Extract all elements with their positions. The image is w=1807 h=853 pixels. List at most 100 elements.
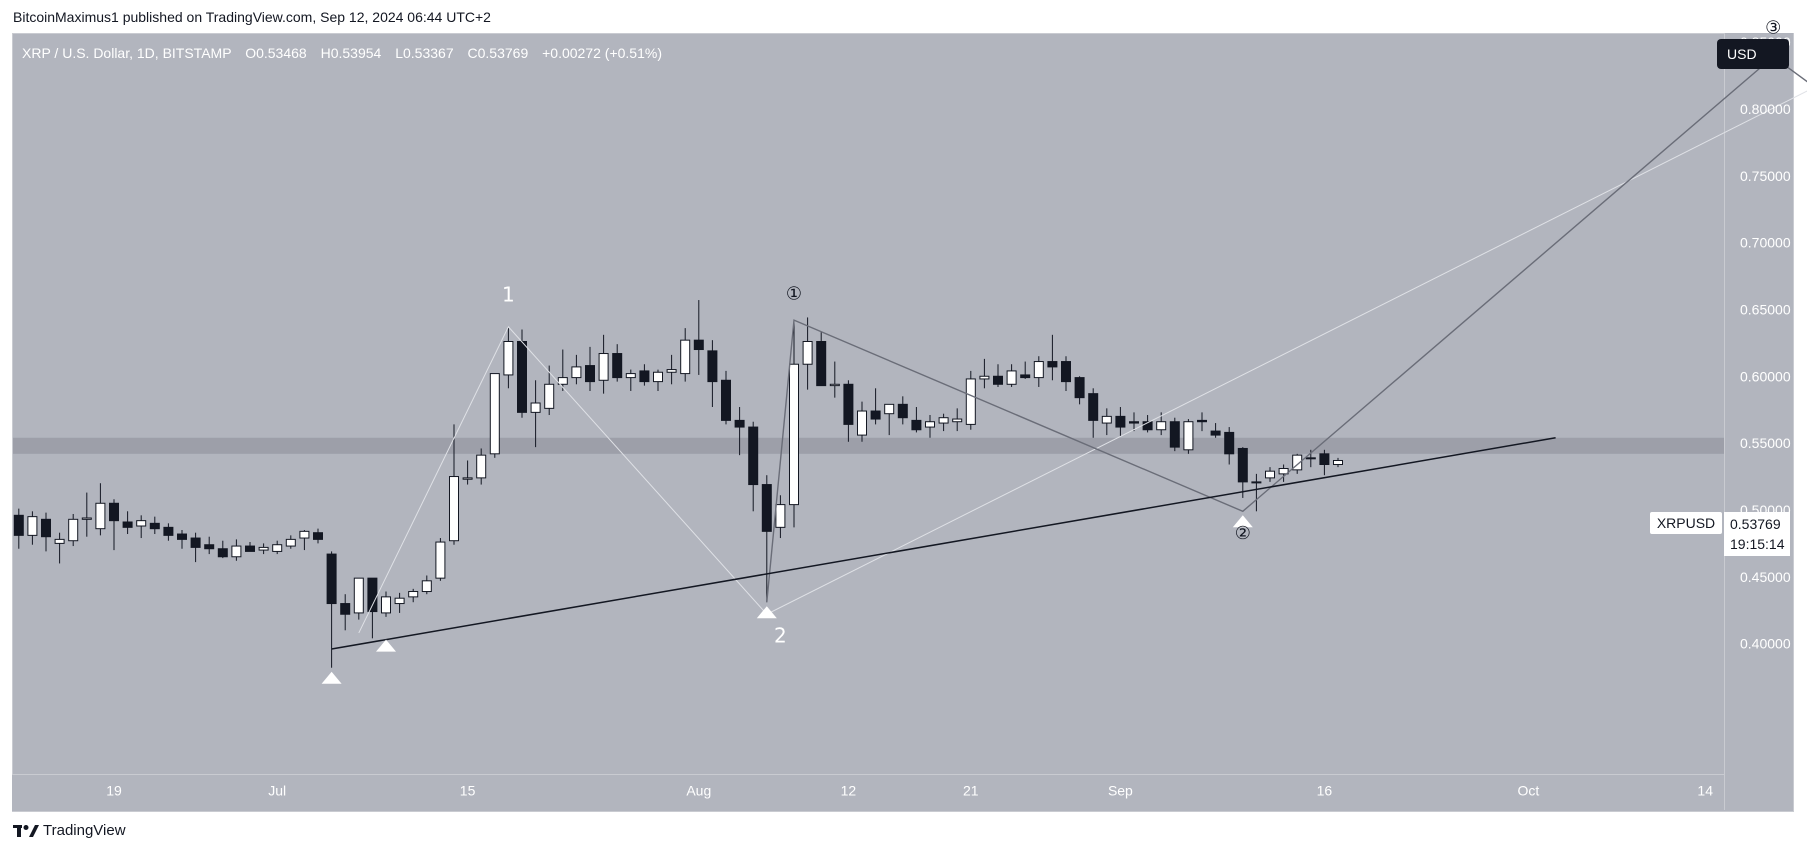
candle-body xyxy=(489,373,500,455)
candle xyxy=(557,349,568,391)
candle-body xyxy=(1305,457,1316,460)
ascending-support-line xyxy=(331,437,1556,650)
candle-body xyxy=(1033,361,1044,379)
candle-body xyxy=(149,522,160,530)
candle-body xyxy=(421,580,432,593)
major-wave-projection xyxy=(766,55,1807,603)
candle xyxy=(109,499,119,551)
candle-body xyxy=(1061,361,1071,383)
candle-body xyxy=(680,339,691,375)
price-tick-label: 0.45000 xyxy=(1740,569,1791,585)
candle-body xyxy=(217,548,228,558)
candle-body xyxy=(544,383,555,409)
candle-body xyxy=(1020,374,1031,379)
support-zone xyxy=(13,437,1724,454)
candle-body xyxy=(816,341,827,387)
candle-body xyxy=(177,533,187,540)
time-axis[interactable] xyxy=(12,774,1724,811)
candle-body xyxy=(340,603,351,615)
minor-wave-path xyxy=(358,90,1807,634)
candle xyxy=(721,370,731,425)
price-tick-label: 0.60000 xyxy=(1740,368,1791,384)
candle xyxy=(217,540,228,559)
candle-body xyxy=(857,410,867,436)
candle-body xyxy=(408,591,419,598)
candle xyxy=(408,588,419,603)
candle xyxy=(884,403,895,436)
candle xyxy=(1101,408,1112,436)
candle-body xyxy=(789,363,799,506)
candle-body xyxy=(204,544,215,550)
candle-body xyxy=(1088,393,1099,421)
candle xyxy=(204,536,215,555)
candle-body xyxy=(1278,468,1289,475)
candle-body xyxy=(721,379,731,421)
legend-high-label: H xyxy=(320,45,331,61)
candle-body xyxy=(476,454,487,479)
price-axis[interactable] xyxy=(1724,33,1793,810)
candle xyxy=(1210,423,1221,438)
candle xyxy=(340,594,351,631)
candle xyxy=(571,354,582,385)
time-tick-label: Sep xyxy=(1108,783,1133,799)
candle xyxy=(911,407,922,433)
candle-body xyxy=(1265,470,1275,479)
candle-body xyxy=(1333,459,1343,466)
candle xyxy=(1061,356,1071,391)
candle-body xyxy=(612,353,623,379)
candle-body xyxy=(761,484,772,532)
candle-body xyxy=(1142,421,1153,431)
candle-body xyxy=(530,402,541,413)
candle-body xyxy=(313,532,323,540)
price-tick-label: 0.65000 xyxy=(1740,301,1791,317)
candle xyxy=(938,413,949,432)
candle xyxy=(612,344,623,382)
candle-body xyxy=(122,521,133,528)
legend-symbol[interactable]: XRP / U.S. Dollar, 1D, BITSTAMP xyxy=(22,45,232,61)
candle xyxy=(503,326,514,389)
candle-body xyxy=(775,504,786,528)
candle xyxy=(707,340,718,408)
candle-body xyxy=(965,378,976,425)
candle xyxy=(1224,427,1235,465)
candle-body xyxy=(517,341,527,413)
candle-body xyxy=(1115,415,1126,428)
candle xyxy=(1319,449,1330,476)
candle xyxy=(993,364,1003,387)
last-price-tag: 0.53769 19:15:14 xyxy=(1724,512,1790,556)
currency-button[interactable]: USD xyxy=(1717,39,1789,69)
candle xyxy=(394,592,405,613)
candle xyxy=(95,483,106,536)
candle xyxy=(979,358,990,389)
candle xyxy=(41,512,51,552)
candle xyxy=(1278,464,1289,482)
candle-body xyxy=(829,383,840,387)
candle xyxy=(1183,419,1194,454)
candle xyxy=(530,380,541,448)
candle-body xyxy=(435,541,446,579)
candle xyxy=(843,380,854,442)
candle-body xyxy=(557,377,568,385)
candle xyxy=(816,332,827,387)
candle-body xyxy=(258,546,269,551)
candle xyxy=(870,388,881,425)
candle xyxy=(231,539,242,561)
legend-high-value: 0.53954 xyxy=(330,45,382,61)
candle xyxy=(1333,457,1343,468)
candle xyxy=(258,543,269,555)
candle xyxy=(775,495,786,539)
candle xyxy=(163,523,174,541)
candle-body xyxy=(598,353,609,381)
candle-body xyxy=(625,373,636,379)
candle-body xyxy=(163,526,174,536)
candle xyxy=(544,365,555,416)
candle-body xyxy=(952,418,963,423)
candle xyxy=(313,528,323,544)
candle xyxy=(13,508,24,549)
candle xyxy=(136,515,147,539)
candle-body xyxy=(1319,453,1330,466)
wave-label: ② xyxy=(1235,523,1251,544)
candle xyxy=(326,551,337,668)
tradingview-footer[interactable]: TradingView xyxy=(13,822,126,839)
